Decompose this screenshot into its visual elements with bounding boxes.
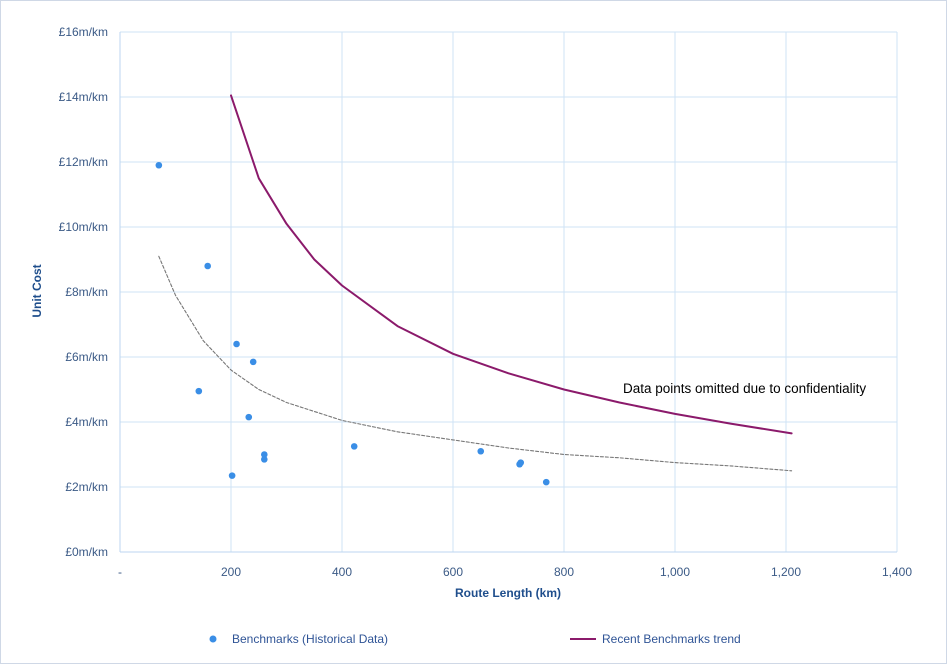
- y-tick-label: £2m/km: [65, 480, 108, 494]
- data-point: [261, 451, 268, 458]
- x-tick-label: 1,000: [660, 565, 690, 579]
- y-tick-label: £12m/km: [59, 155, 108, 169]
- data-point: [204, 262, 211, 270]
- scatter-points: [155, 161, 550, 486]
- legend-label-trend: Recent Benchmarks trend: [602, 632, 741, 646]
- confidentiality-annotation: Data points omitted due to confidentiali…: [623, 381, 866, 396]
- legend-marker-benchmarks: [209, 635, 217, 643]
- gridlines: [120, 31, 898, 552]
- dashed-fit-line: [158, 255, 793, 472]
- x-axis-title: Route Length (km): [455, 586, 561, 600]
- y-tick-label: £14m/km: [59, 90, 108, 104]
- y-axis-title: Unit Cost: [30, 264, 44, 317]
- data-point: [195, 387, 203, 395]
- data-point: [245, 413, 253, 421]
- legend: Benchmarks (Historical Data) Recent Benc…: [209, 632, 741, 646]
- axes: [119, 32, 897, 553]
- trend-line: [230, 94, 793, 435]
- x-tick-label: 600: [443, 565, 463, 579]
- data-point: [228, 472, 236, 479]
- x-tick-label: 1,400: [882, 565, 912, 579]
- legend-label-benchmarks: Benchmarks (Historical Data): [232, 632, 388, 646]
- x-tick-label: 1,200: [771, 565, 801, 579]
- data-point: [477, 447, 485, 455]
- x-tick-label: 800: [554, 565, 574, 579]
- data-point: [542, 478, 550, 486]
- data-point: [233, 340, 240, 348]
- x-tick-label: 200: [221, 565, 241, 579]
- x-tick-label: 400: [332, 565, 352, 579]
- data-point: [155, 161, 163, 169]
- y-tick-labels: £0m/km £2m/km £4m/km £6m/km £8m/km £10m/km £12…: [59, 25, 108, 559]
- x-tick-label: -: [118, 565, 122, 579]
- x-tick-labels: - 200 400 600 800 1,000 1,200 1,400: [118, 565, 912, 579]
- y-tick-label: £4m/km: [65, 415, 108, 429]
- data-point: [517, 459, 525, 466]
- y-tick-label: £0m/km: [65, 545, 108, 559]
- data-point: [261, 456, 268, 463]
- data-point: [249, 358, 257, 366]
- y-tick-label: £10m/km: [59, 220, 108, 234]
- y-tick-label: £6m/km: [65, 350, 108, 364]
- series-lines: [158, 94, 793, 472]
- y-tick-label: £16m/km: [59, 25, 108, 39]
- y-tick-label: £8m/km: [65, 285, 108, 299]
- data-point: [350, 443, 358, 450]
